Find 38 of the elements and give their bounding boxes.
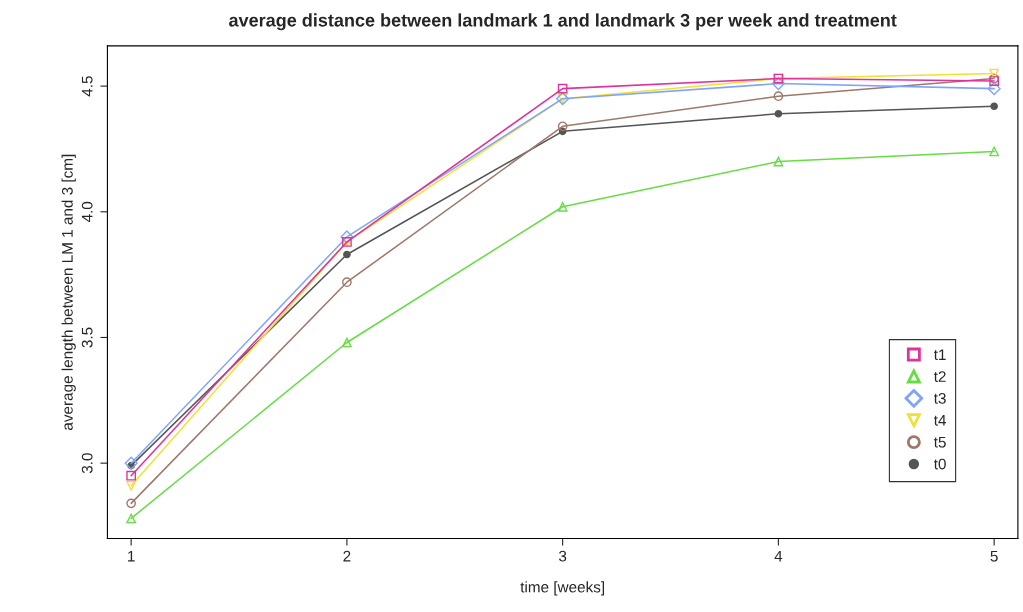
legend-label: t4 <box>933 415 947 426</box>
point <box>124 456 138 470</box>
point <box>771 77 785 91</box>
x-tick-label: 2 <box>343 550 351 562</box>
point <box>990 102 998 111</box>
x-tick-label: 4 <box>774 550 783 562</box>
legend-label: t5 <box>933 436 946 448</box>
y-axis-title: average length between LM 1 and 3 [cm] <box>61 154 76 431</box>
point <box>989 146 1000 157</box>
point <box>340 230 354 244</box>
point <box>126 480 137 491</box>
point <box>342 337 352 348</box>
point <box>987 82 1001 96</box>
point <box>557 83 568 94</box>
x-tick-label: 3 <box>558 550 567 562</box>
point <box>126 498 137 509</box>
point <box>126 470 137 481</box>
point <box>774 109 783 118</box>
point <box>342 277 352 288</box>
x-axis-title: time [weeks] <box>520 581 605 596</box>
y-tick-label: 4.0 <box>81 201 93 223</box>
point <box>989 68 1000 79</box>
point <box>557 121 568 132</box>
point <box>126 513 137 524</box>
legend-label: t2 <box>933 371 946 382</box>
point <box>343 250 351 259</box>
x-tick-label: 1 <box>128 550 135 562</box>
point <box>773 156 784 167</box>
legend-label: t3 <box>933 393 946 404</box>
y-tick-label: 4.5 <box>81 76 93 97</box>
legend-label: t1 <box>933 349 946 361</box>
point <box>773 91 784 102</box>
legend-label: t0 <box>933 458 946 470</box>
point <box>557 201 568 212</box>
chart-title: average distance between landmark 1 and landmark 3 per week and treatment <box>229 13 897 31</box>
y-tick-label: 3.0 <box>81 453 93 474</box>
y-tick-label: 3.5 <box>81 327 93 348</box>
x-tick-label: 5 <box>990 550 998 562</box>
